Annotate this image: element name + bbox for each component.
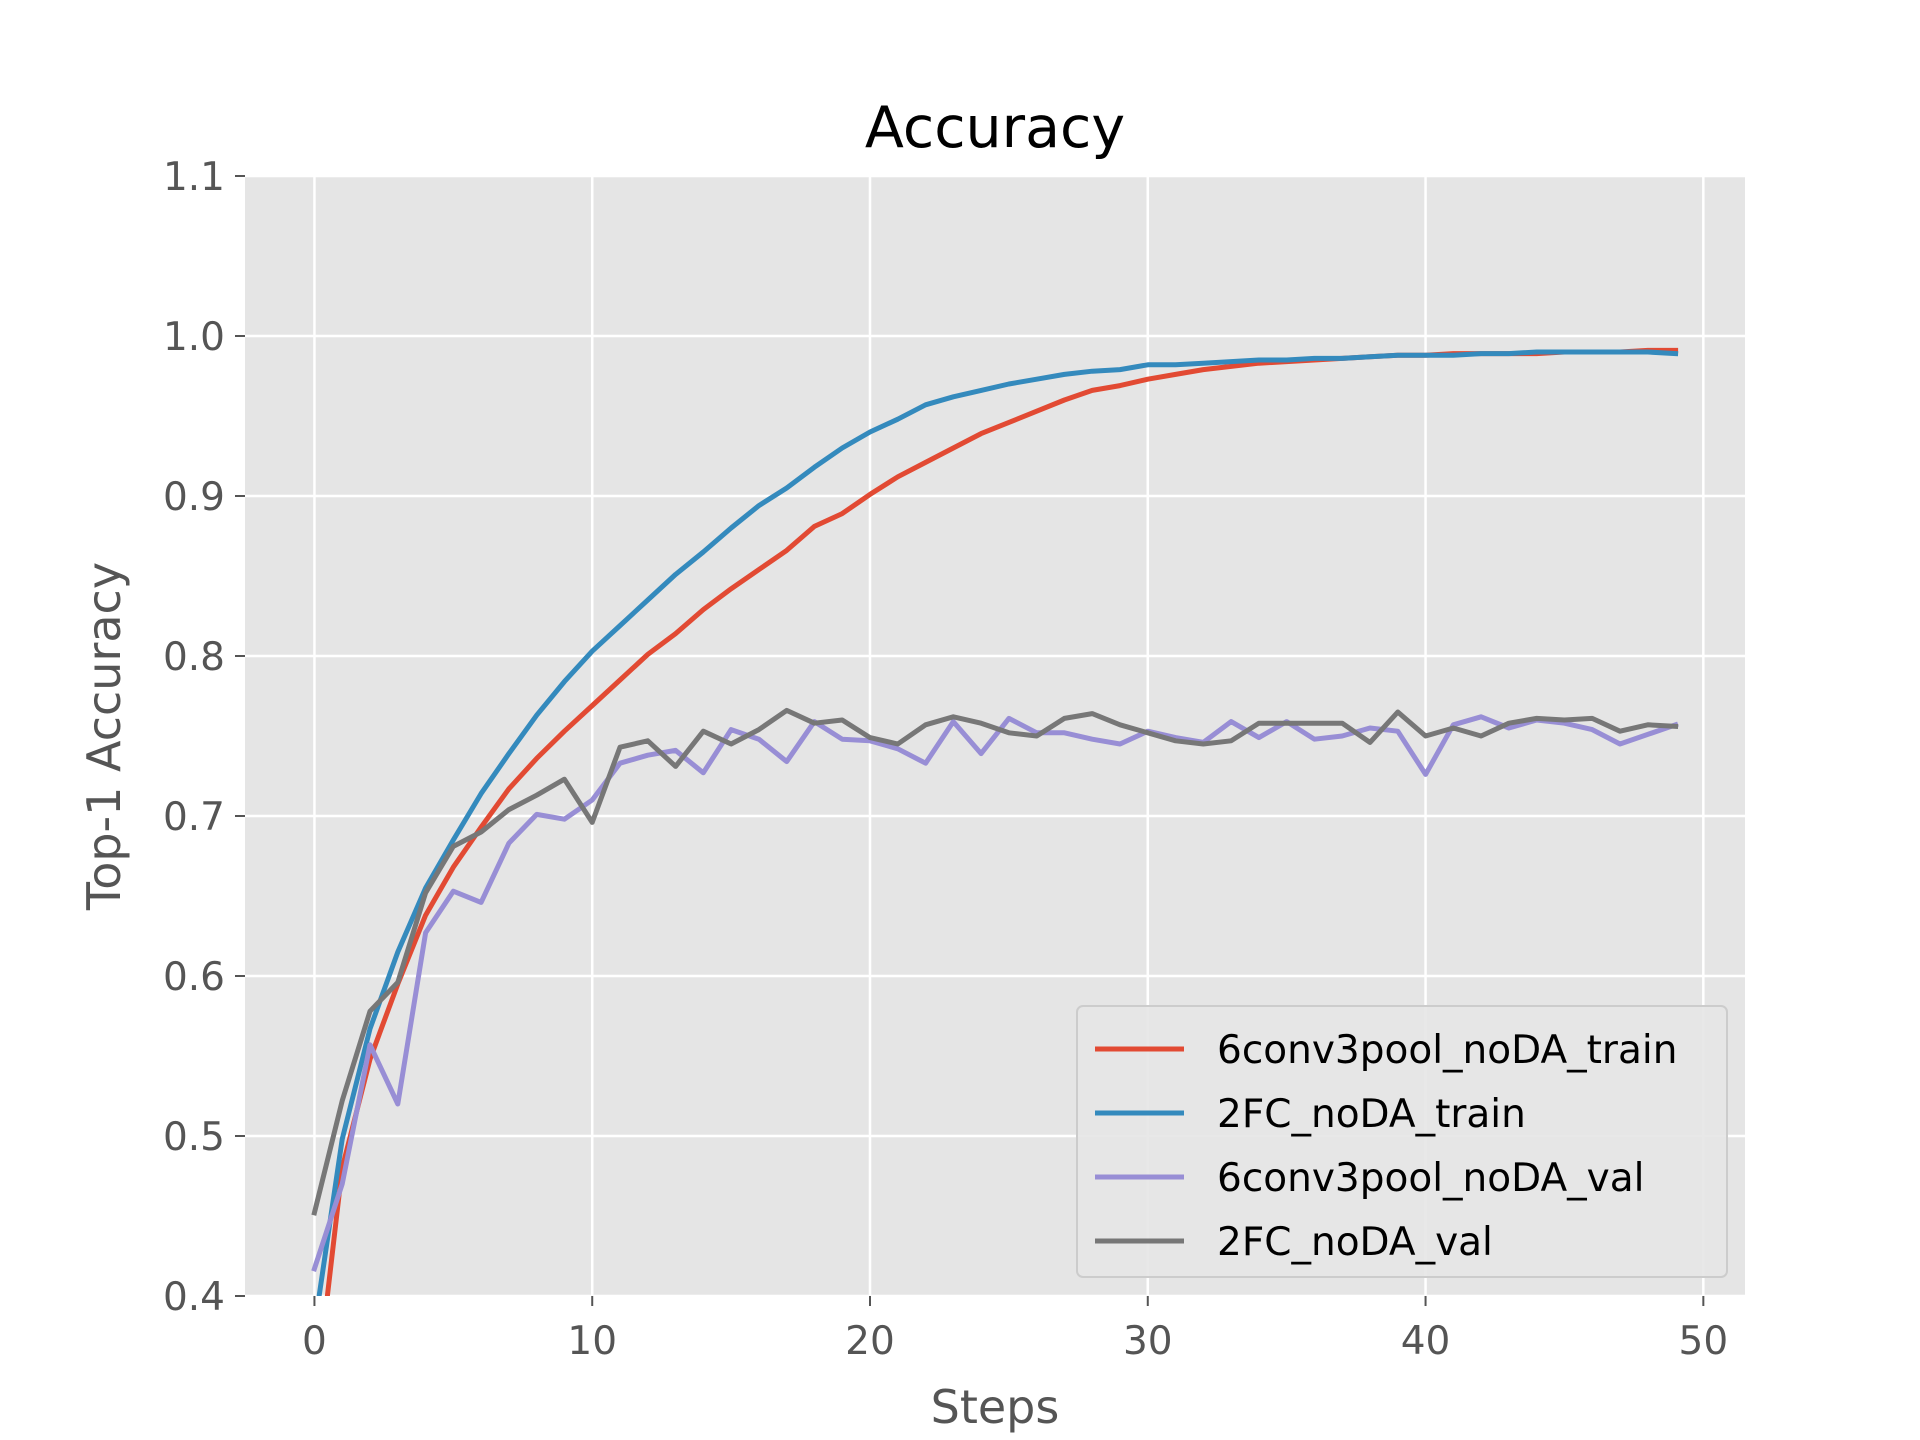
legend-label: 2FC_noDA_train: [1217, 1092, 1526, 1137]
x-tick-label: 10: [567, 1319, 617, 1364]
y-tick-label: 0.7: [163, 795, 225, 840]
legend-box: [1076, 1005, 1728, 1278]
chart-title: Accuracy: [865, 95, 1125, 161]
series-line-2FC_noDA_train: [316, 349, 1679, 1296]
legend: 6conv3pool_noDA_train 2FC_noDA_train 6conv…: [1076, 1005, 1728, 1278]
ticks: 0 10 20 30 40 50 0.4 0.5 0.6 0.7 0.8 0.9 1.0 1.1: [163, 155, 1728, 1364]
x-tick-label: 30: [1123, 1319, 1173, 1364]
y-tick-label: 0.6: [163, 955, 225, 1000]
y-tick-label: 0.8: [163, 635, 225, 680]
y-tick-label: 0.4: [163, 1275, 225, 1320]
y-axis-label: Top-1 Accuracy: [77, 562, 131, 911]
legend-label: 6conv3pool_noDA_train: [1217, 1028, 1677, 1073]
y-tick-label: 0.9: [163, 475, 225, 520]
series-lines: [311, 347, 1679, 1296]
x-tick-label: 50: [1679, 1319, 1729, 1364]
legend-label: 2FC_noDA_val: [1217, 1220, 1493, 1265]
y-tick-label: 0.5: [163, 1115, 225, 1160]
x-tick-label: 0: [302, 1319, 327, 1364]
series-line-2FC_noDA_val: [311, 707, 1679, 1216]
x-axis-label: Steps: [931, 1380, 1060, 1434]
x-tick-label: 20: [845, 1319, 895, 1364]
y-tick-label: 1.1: [163, 155, 225, 200]
x-tick-label: 40: [1401, 1319, 1451, 1364]
legend-label: 6conv3pool_noDA_val: [1217, 1156, 1644, 1201]
y-tick-label: 1.0: [163, 315, 225, 360]
series-line-6conv3pool_noDA_val: [311, 714, 1679, 1272]
